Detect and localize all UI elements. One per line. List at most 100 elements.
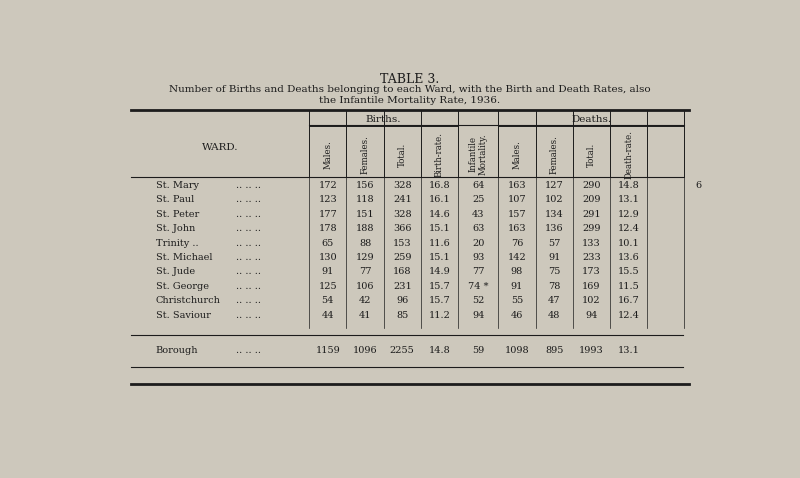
- Text: WARD.: WARD.: [202, 143, 238, 152]
- Text: .. .. ..: .. .. ..: [236, 181, 261, 190]
- Text: 133: 133: [582, 239, 601, 248]
- Text: 63: 63: [472, 224, 484, 233]
- Text: .. .. ..: .. .. ..: [236, 210, 261, 219]
- Text: 14.8: 14.8: [429, 346, 450, 355]
- Text: .. .. ..: .. .. ..: [236, 311, 261, 319]
- Text: Trinity ..: Trinity ..: [156, 239, 198, 248]
- Text: 13.1: 13.1: [618, 196, 639, 205]
- Text: Borough: Borough: [156, 346, 198, 355]
- Text: 168: 168: [393, 267, 411, 276]
- Text: 118: 118: [356, 196, 374, 205]
- Text: 74 *: 74 *: [468, 282, 489, 291]
- Text: 16.1: 16.1: [429, 196, 450, 205]
- Text: 259: 259: [393, 253, 411, 262]
- Text: 59: 59: [472, 346, 484, 355]
- Text: St. George: St. George: [156, 282, 209, 291]
- Text: St. Mary: St. Mary: [156, 181, 199, 190]
- Text: 163: 163: [508, 181, 526, 190]
- Text: 15.7: 15.7: [429, 282, 450, 291]
- Text: St. Jude: St. Jude: [156, 267, 195, 276]
- Text: 178: 178: [318, 224, 337, 233]
- Text: 127: 127: [545, 181, 563, 190]
- Text: St. Paul: St. Paul: [156, 196, 194, 205]
- Text: 209: 209: [582, 196, 601, 205]
- Text: St. Peter: St. Peter: [156, 210, 199, 219]
- Text: 241: 241: [393, 196, 412, 205]
- Text: Births.: Births.: [366, 115, 402, 124]
- Text: 151: 151: [356, 210, 374, 219]
- Text: 153: 153: [393, 239, 411, 248]
- Text: 130: 130: [318, 253, 337, 262]
- Text: 12.4: 12.4: [618, 311, 639, 319]
- Text: 157: 157: [508, 210, 526, 219]
- Text: 13.1: 13.1: [618, 346, 639, 355]
- Text: 11.2: 11.2: [429, 311, 450, 319]
- Text: 102: 102: [582, 296, 601, 305]
- Text: 136: 136: [545, 224, 563, 233]
- Text: 15.1: 15.1: [429, 224, 450, 233]
- Text: 88: 88: [359, 239, 371, 248]
- Text: 163: 163: [508, 224, 526, 233]
- Text: 291: 291: [582, 210, 601, 219]
- Text: 55: 55: [511, 296, 523, 305]
- Text: Females.: Females.: [361, 135, 370, 174]
- Text: 78: 78: [548, 282, 560, 291]
- Text: 1096: 1096: [353, 346, 378, 355]
- Text: 129: 129: [356, 253, 374, 262]
- Text: .. .. ..: .. .. ..: [236, 253, 261, 262]
- Text: 12.4: 12.4: [618, 224, 639, 233]
- Text: 20: 20: [472, 239, 484, 248]
- Text: 85: 85: [396, 311, 408, 319]
- Text: 96: 96: [396, 296, 408, 305]
- Text: 102: 102: [545, 196, 563, 205]
- Text: 43: 43: [472, 210, 485, 219]
- Text: 48: 48: [548, 311, 560, 319]
- Text: 94: 94: [472, 311, 484, 319]
- Text: TABLE 3.: TABLE 3.: [380, 73, 440, 86]
- Text: .. .. ..: .. .. ..: [236, 196, 261, 205]
- Text: 10.1: 10.1: [618, 239, 639, 248]
- Text: 177: 177: [318, 210, 338, 219]
- Text: 16.7: 16.7: [618, 296, 639, 305]
- Text: .. .. ..: .. .. ..: [236, 282, 261, 291]
- Text: 25: 25: [472, 196, 484, 205]
- Text: 125: 125: [318, 282, 337, 291]
- Text: 93: 93: [472, 253, 484, 262]
- Text: St. Saviour: St. Saviour: [156, 311, 210, 319]
- Text: 75: 75: [548, 267, 560, 276]
- Text: Total.: Total.: [398, 142, 406, 166]
- Text: St. John: St. John: [156, 224, 195, 233]
- Text: 14.9: 14.9: [429, 267, 450, 276]
- Text: 895: 895: [545, 346, 563, 355]
- Text: 98: 98: [511, 267, 523, 276]
- Text: St. Michael: St. Michael: [156, 253, 212, 262]
- Text: 142: 142: [507, 253, 526, 262]
- Text: 42: 42: [358, 296, 371, 305]
- Text: 134: 134: [545, 210, 563, 219]
- Text: 366: 366: [393, 224, 411, 233]
- Text: 11.6: 11.6: [429, 239, 450, 248]
- Text: 231: 231: [393, 282, 412, 291]
- Text: Females.: Females.: [550, 135, 558, 174]
- Text: 16.8: 16.8: [429, 181, 450, 190]
- Text: 12.9: 12.9: [618, 210, 639, 219]
- Text: 15.1: 15.1: [429, 253, 450, 262]
- Text: 123: 123: [318, 196, 338, 205]
- Text: .. .. ..: .. .. ..: [236, 239, 261, 248]
- Text: 15.5: 15.5: [618, 267, 639, 276]
- Text: 173: 173: [582, 267, 601, 276]
- Text: 299: 299: [582, 224, 601, 233]
- Text: 172: 172: [318, 181, 338, 190]
- Text: 15.7: 15.7: [429, 296, 450, 305]
- Text: 1098: 1098: [505, 346, 530, 355]
- Text: 41: 41: [358, 311, 371, 319]
- Text: 65: 65: [322, 239, 334, 248]
- Text: 2255: 2255: [390, 346, 414, 355]
- Text: 77: 77: [358, 267, 371, 276]
- Text: Males.: Males.: [323, 140, 332, 169]
- Text: 14.8: 14.8: [618, 181, 639, 190]
- Text: 106: 106: [356, 282, 374, 291]
- Text: 57: 57: [548, 239, 560, 248]
- Text: 1993: 1993: [579, 346, 604, 355]
- Text: 91: 91: [548, 253, 560, 262]
